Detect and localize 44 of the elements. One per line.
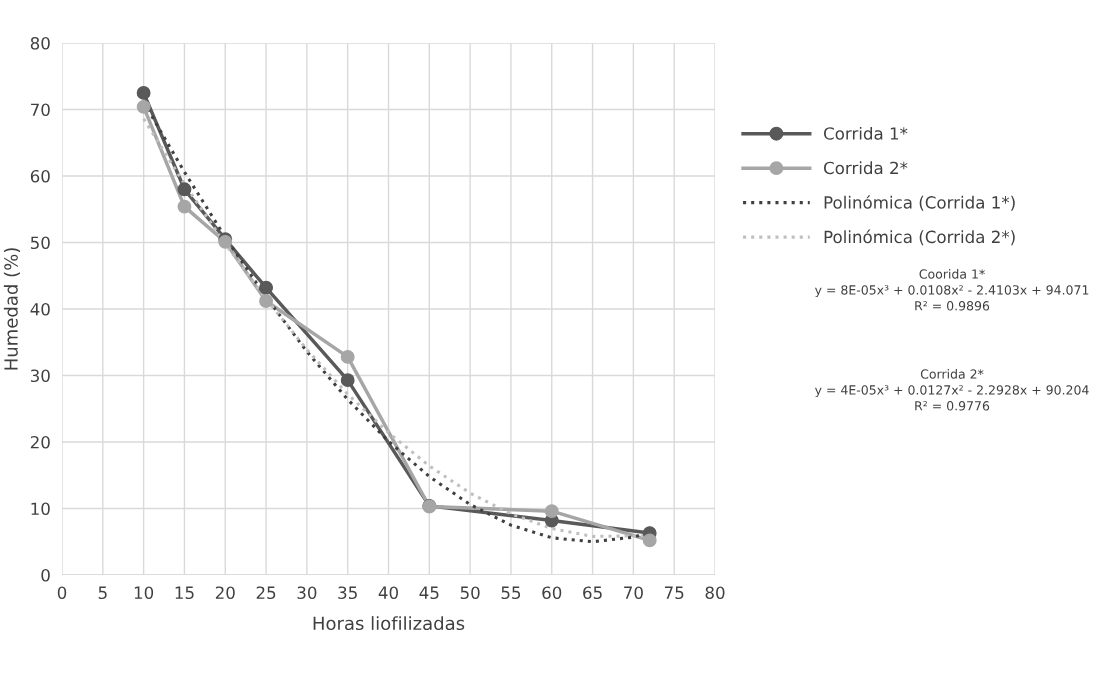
x-tick-label: 60: [542, 586, 562, 600]
point: [177, 199, 192, 214]
legend-label: Corrida 1*: [823, 126, 908, 140]
x-tick-label: 15: [175, 586, 194, 600]
x-tick-label: 80: [705, 586, 725, 600]
point: [136, 99, 151, 114]
point: [136, 85, 151, 100]
point: [340, 349, 355, 364]
y-tick-label: 30: [30, 369, 50, 383]
y-tick-label: 0: [41, 568, 50, 582]
x-tick-label: 25: [256, 586, 276, 600]
point: [642, 533, 657, 548]
point: [340, 373, 355, 388]
point: [259, 294, 274, 308]
legend-label: Corrida 2*: [823, 161, 908, 175]
x-axis-title: Horas liofilizadas: [313, 616, 465, 631]
x-tick-label: 55: [501, 586, 521, 600]
x-tick-label: 50: [460, 586, 480, 600]
x-tick-label: 0: [57, 586, 67, 600]
y-tick-label: 50: [30, 236, 50, 250]
x-tick-label: 75: [664, 586, 684, 600]
legend-label: Polinómica (Corrida 1*): [824, 195, 1015, 211]
point: [177, 182, 192, 197]
x-tick-label: 35: [338, 586, 357, 600]
text: Corrida 2* y = 4E-05x³ + 0.0127x² - 2.2928x + 90.204 R² = 0.9776: [814, 369, 1089, 411]
text: Coorida 1* y = 8E-05x³ + 0.0108x² - 2.4103x + 94.071 R² = 0.9896: [814, 269, 1089, 311]
y-tick-label: 80: [30, 36, 50, 50]
y-tick-label: 10: [31, 502, 50, 516]
x-tick-label: 45: [419, 586, 439, 600]
y-tick-label: 20: [30, 435, 50, 449]
y-tick-label: 70: [31, 103, 50, 117]
point: [544, 504, 559, 519]
x-tick-label: 65: [583, 586, 602, 600]
y-tick-label: 40: [30, 302, 50, 316]
x-tick-label: 20: [215, 586, 235, 600]
legend-label: Polinómica (Corrida 2*): [824, 229, 1015, 246]
x-tick-label: 30: [297, 586, 317, 600]
x-tick-label: 70: [624, 586, 643, 600]
x-tick-label: 40: [378, 586, 398, 600]
x-tick-label: 10: [134, 586, 154, 600]
x-tick-label: 5: [98, 586, 107, 600]
point: [259, 280, 274, 295]
y-tick-label: 60: [30, 169, 50, 183]
y-axis-title: Humedad (%): [3, 248, 20, 370]
